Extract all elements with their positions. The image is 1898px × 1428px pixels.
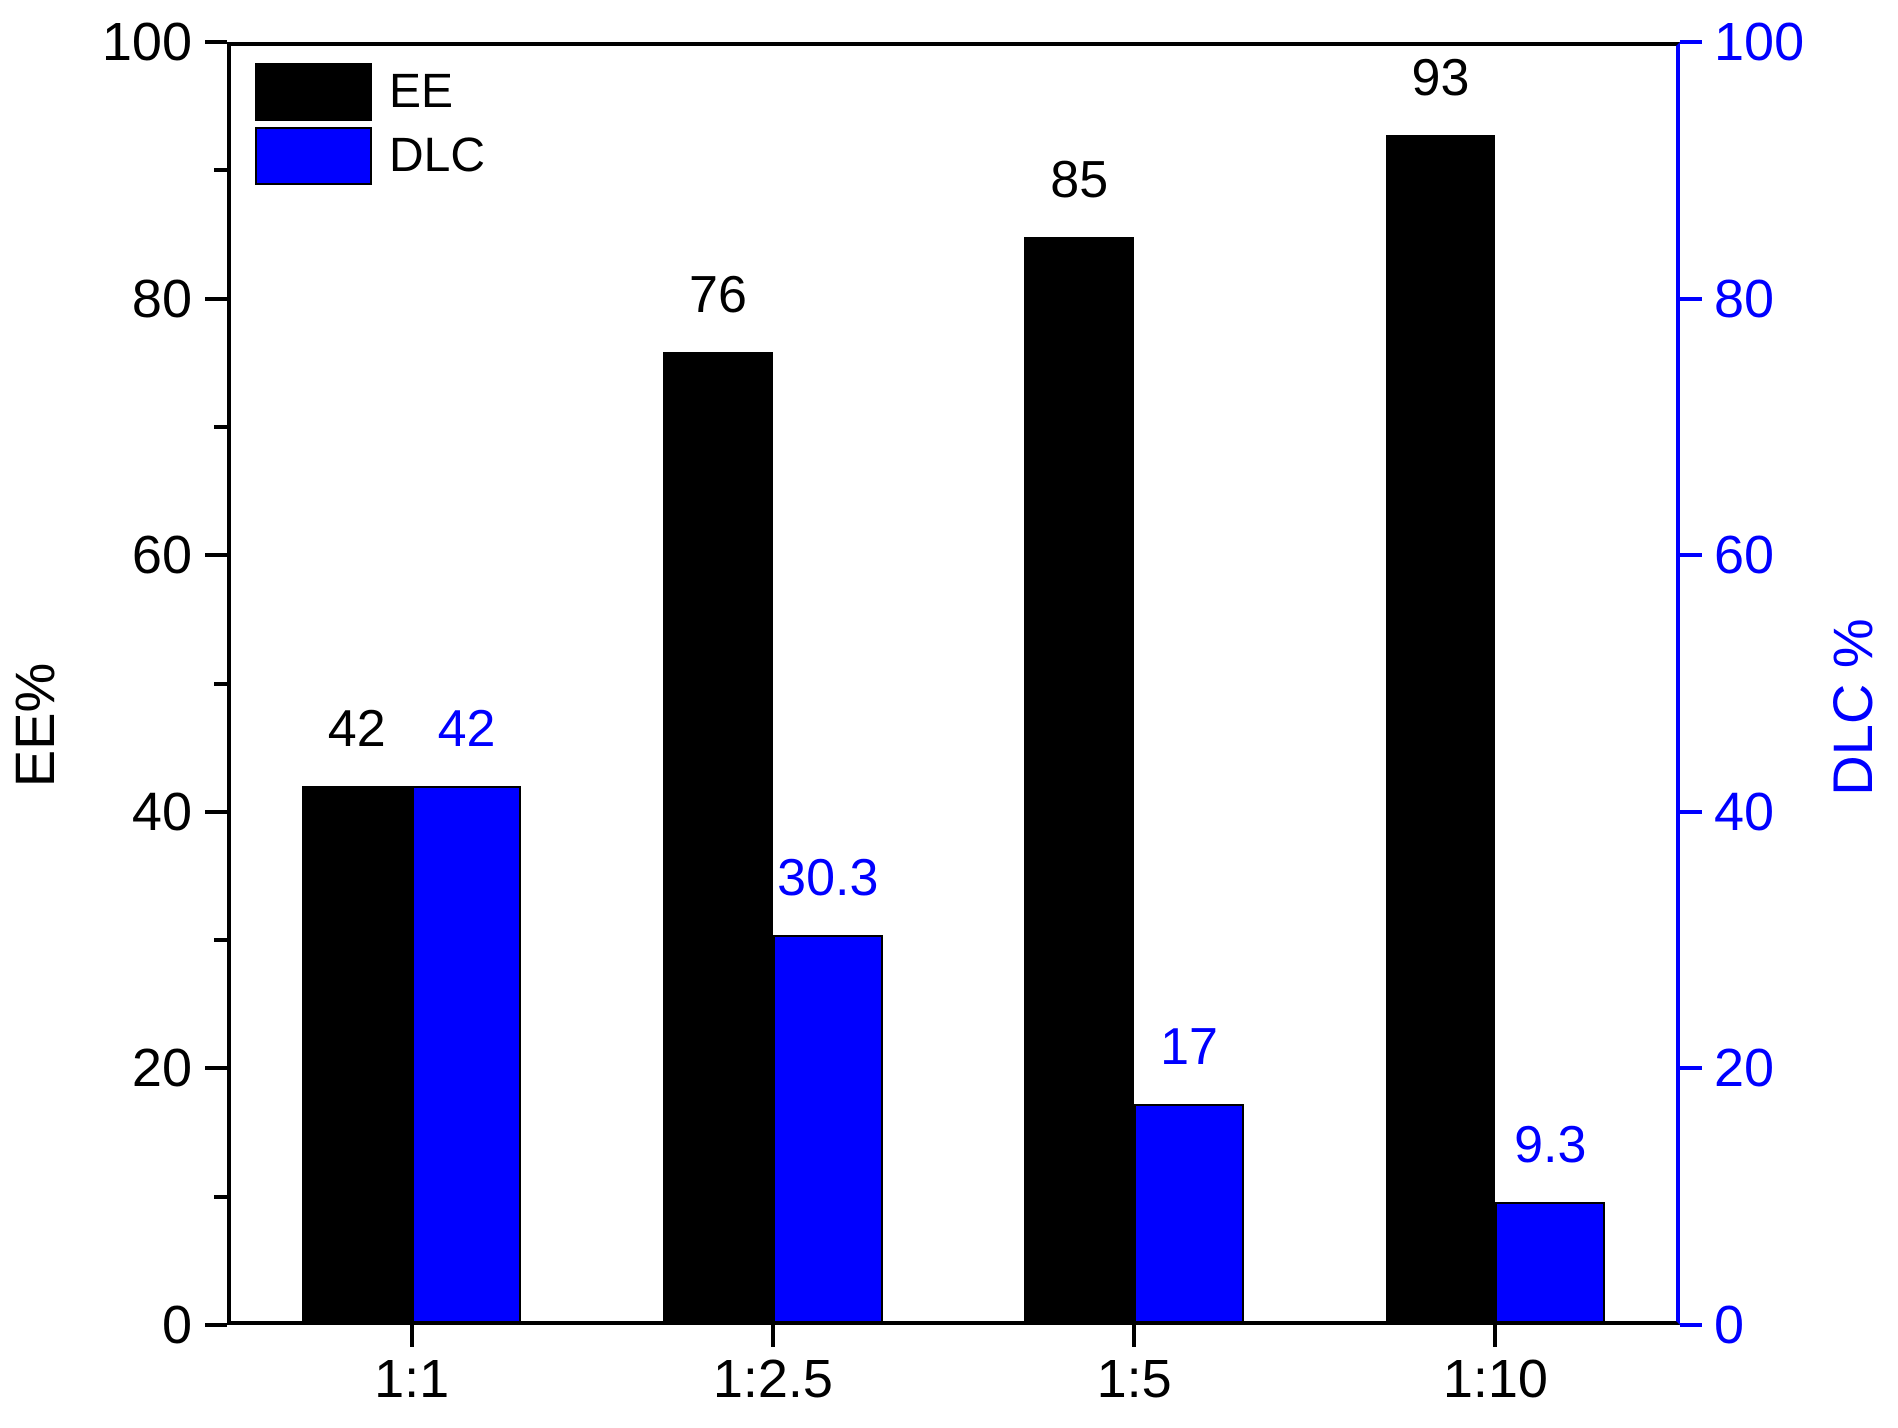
legend-label-ee: EE [389, 65, 454, 118]
left-axis-minor-tick [214, 1194, 227, 1199]
left-axis-minor-tick [214, 168, 227, 173]
right-axis-tick-label: 20 [1714, 1038, 1775, 1099]
plot-area: 42 42 76 30.3 85 17 93 9.3 EE DLC [227, 42, 1680, 1325]
x-axis-tick-label: 1:1 [374, 1349, 450, 1409]
left-axis-tick-label: 60 [131, 525, 192, 586]
bar-value-label-dlc-1:1: 42 [437, 699, 496, 758]
left-axis-tick-label: 100 [101, 12, 192, 72]
bar-value-label-ee-1:10: 93 [1411, 49, 1470, 108]
bar-value-label-ee-1:2.5: 76 [689, 266, 747, 324]
x-axis-tick-label: 1:5 [1096, 1349, 1172, 1409]
left-axis-major-tick [205, 809, 227, 814]
right-axis-major-tick [1680, 40, 1702, 44]
bar-dlc-1:2.5 [772, 934, 883, 1321]
bar-ee-1:2.5 [663, 352, 773, 1321]
left-axis-major-tick [205, 40, 227, 44]
x-axis-tick-label: 1:2.5 [712, 1349, 833, 1409]
left-axis-major-tick [205, 553, 227, 558]
right-axis-title: DLC % [1821, 618, 1884, 796]
x-axis-tick-label: 1:10 [1442, 1349, 1548, 1409]
bar-value-label-dlc-1:10: 9.3 [1514, 1116, 1587, 1175]
bar-dlc-1:10 [1495, 1202, 1606, 1321]
right-axis-major-tick [1680, 1323, 1702, 1327]
right-axis-major-tick [1680, 809, 1702, 814]
bar-ee-1:5 [1024, 237, 1135, 1321]
left-axis-tick-label: 0 [161, 1295, 192, 1355]
bar-ee-1:1 [301, 785, 412, 1321]
bar-dlc-1:1 [411, 785, 522, 1321]
bar-dlc-1:5 [1134, 1104, 1244, 1321]
left-axis-minor-tick [214, 681, 227, 686]
right-axis-tick-label: 80 [1714, 268, 1775, 329]
x-axis-tick [1132, 1325, 1137, 1347]
left-axis-minor-tick [214, 424, 227, 429]
right-axis-major-tick [1680, 553, 1702, 558]
bar-value-label-dlc-1:2.5: 30.3 [777, 848, 879, 907]
bar-value-label-dlc-1:5: 17 [1160, 1018, 1218, 1077]
left-axis-major-tick [205, 1323, 227, 1327]
bar-value-label-ee-1:1: 42 [327, 699, 386, 758]
x-axis-tick [1493, 1325, 1498, 1347]
left-axis-tick-label: 20 [131, 1038, 192, 1099]
right-axis-tick-label: 40 [1714, 781, 1775, 842]
left-axis-major-tick [205, 296, 227, 301]
left-axis-tick-label: 80 [131, 268, 192, 329]
bar-value-label-ee-1:5: 85 [1050, 151, 1109, 210]
x-axis-tick [409, 1325, 414, 1347]
left-axis-minor-tick [214, 938, 227, 943]
x-axis-tick [770, 1325, 775, 1347]
right-axis-tick-label: 0 [1714, 1295, 1745, 1355]
legend-swatch-dlc [255, 127, 372, 185]
right-axis-major-tick [1680, 1066, 1702, 1071]
left-axis-major-tick [205, 1066, 227, 1071]
right-axis-tick-label: 60 [1714, 525, 1775, 586]
bar-ee-1:10 [1385, 135, 1496, 1321]
legend-swatch-ee [255, 63, 372, 121]
legend-label-dlc: DLC [389, 129, 486, 182]
left-axis-tick-label: 40 [131, 781, 192, 842]
right-axis-major-tick [1680, 296, 1702, 301]
right-axis-tick-label: 100 [1714, 12, 1805, 72]
